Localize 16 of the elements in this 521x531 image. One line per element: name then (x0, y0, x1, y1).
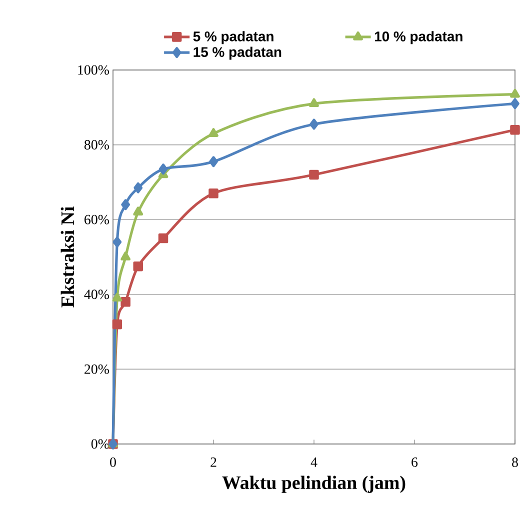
y-tick-label: 100% (78, 65, 109, 75)
y-tick-label: 0% (91, 439, 109, 449)
x-tick-label: 4 (310, 458, 318, 467)
y-tick-label: 40% (84, 290, 109, 300)
legend-label: 10 % padatan (374, 31, 462, 44)
x-tick-label: 8 (512, 458, 518, 467)
y-tick-label: 60% (84, 214, 109, 224)
x-tick-label: 0 (110, 458, 116, 467)
y-axis-title: Ekstraksi Ni (60, 206, 74, 308)
legend-label: 15 % padatan (194, 46, 282, 60)
y-tick-label: 20% (84, 364, 109, 374)
x-tick-label: 2 (210, 458, 216, 467)
x-axis-title: Waktu pelindian (jam) (222, 476, 406, 493)
x-tick-label: 6 (412, 458, 418, 467)
legend-label: 5 % padatan (193, 31, 274, 44)
y-tick-label: 80% (84, 140, 109, 150)
